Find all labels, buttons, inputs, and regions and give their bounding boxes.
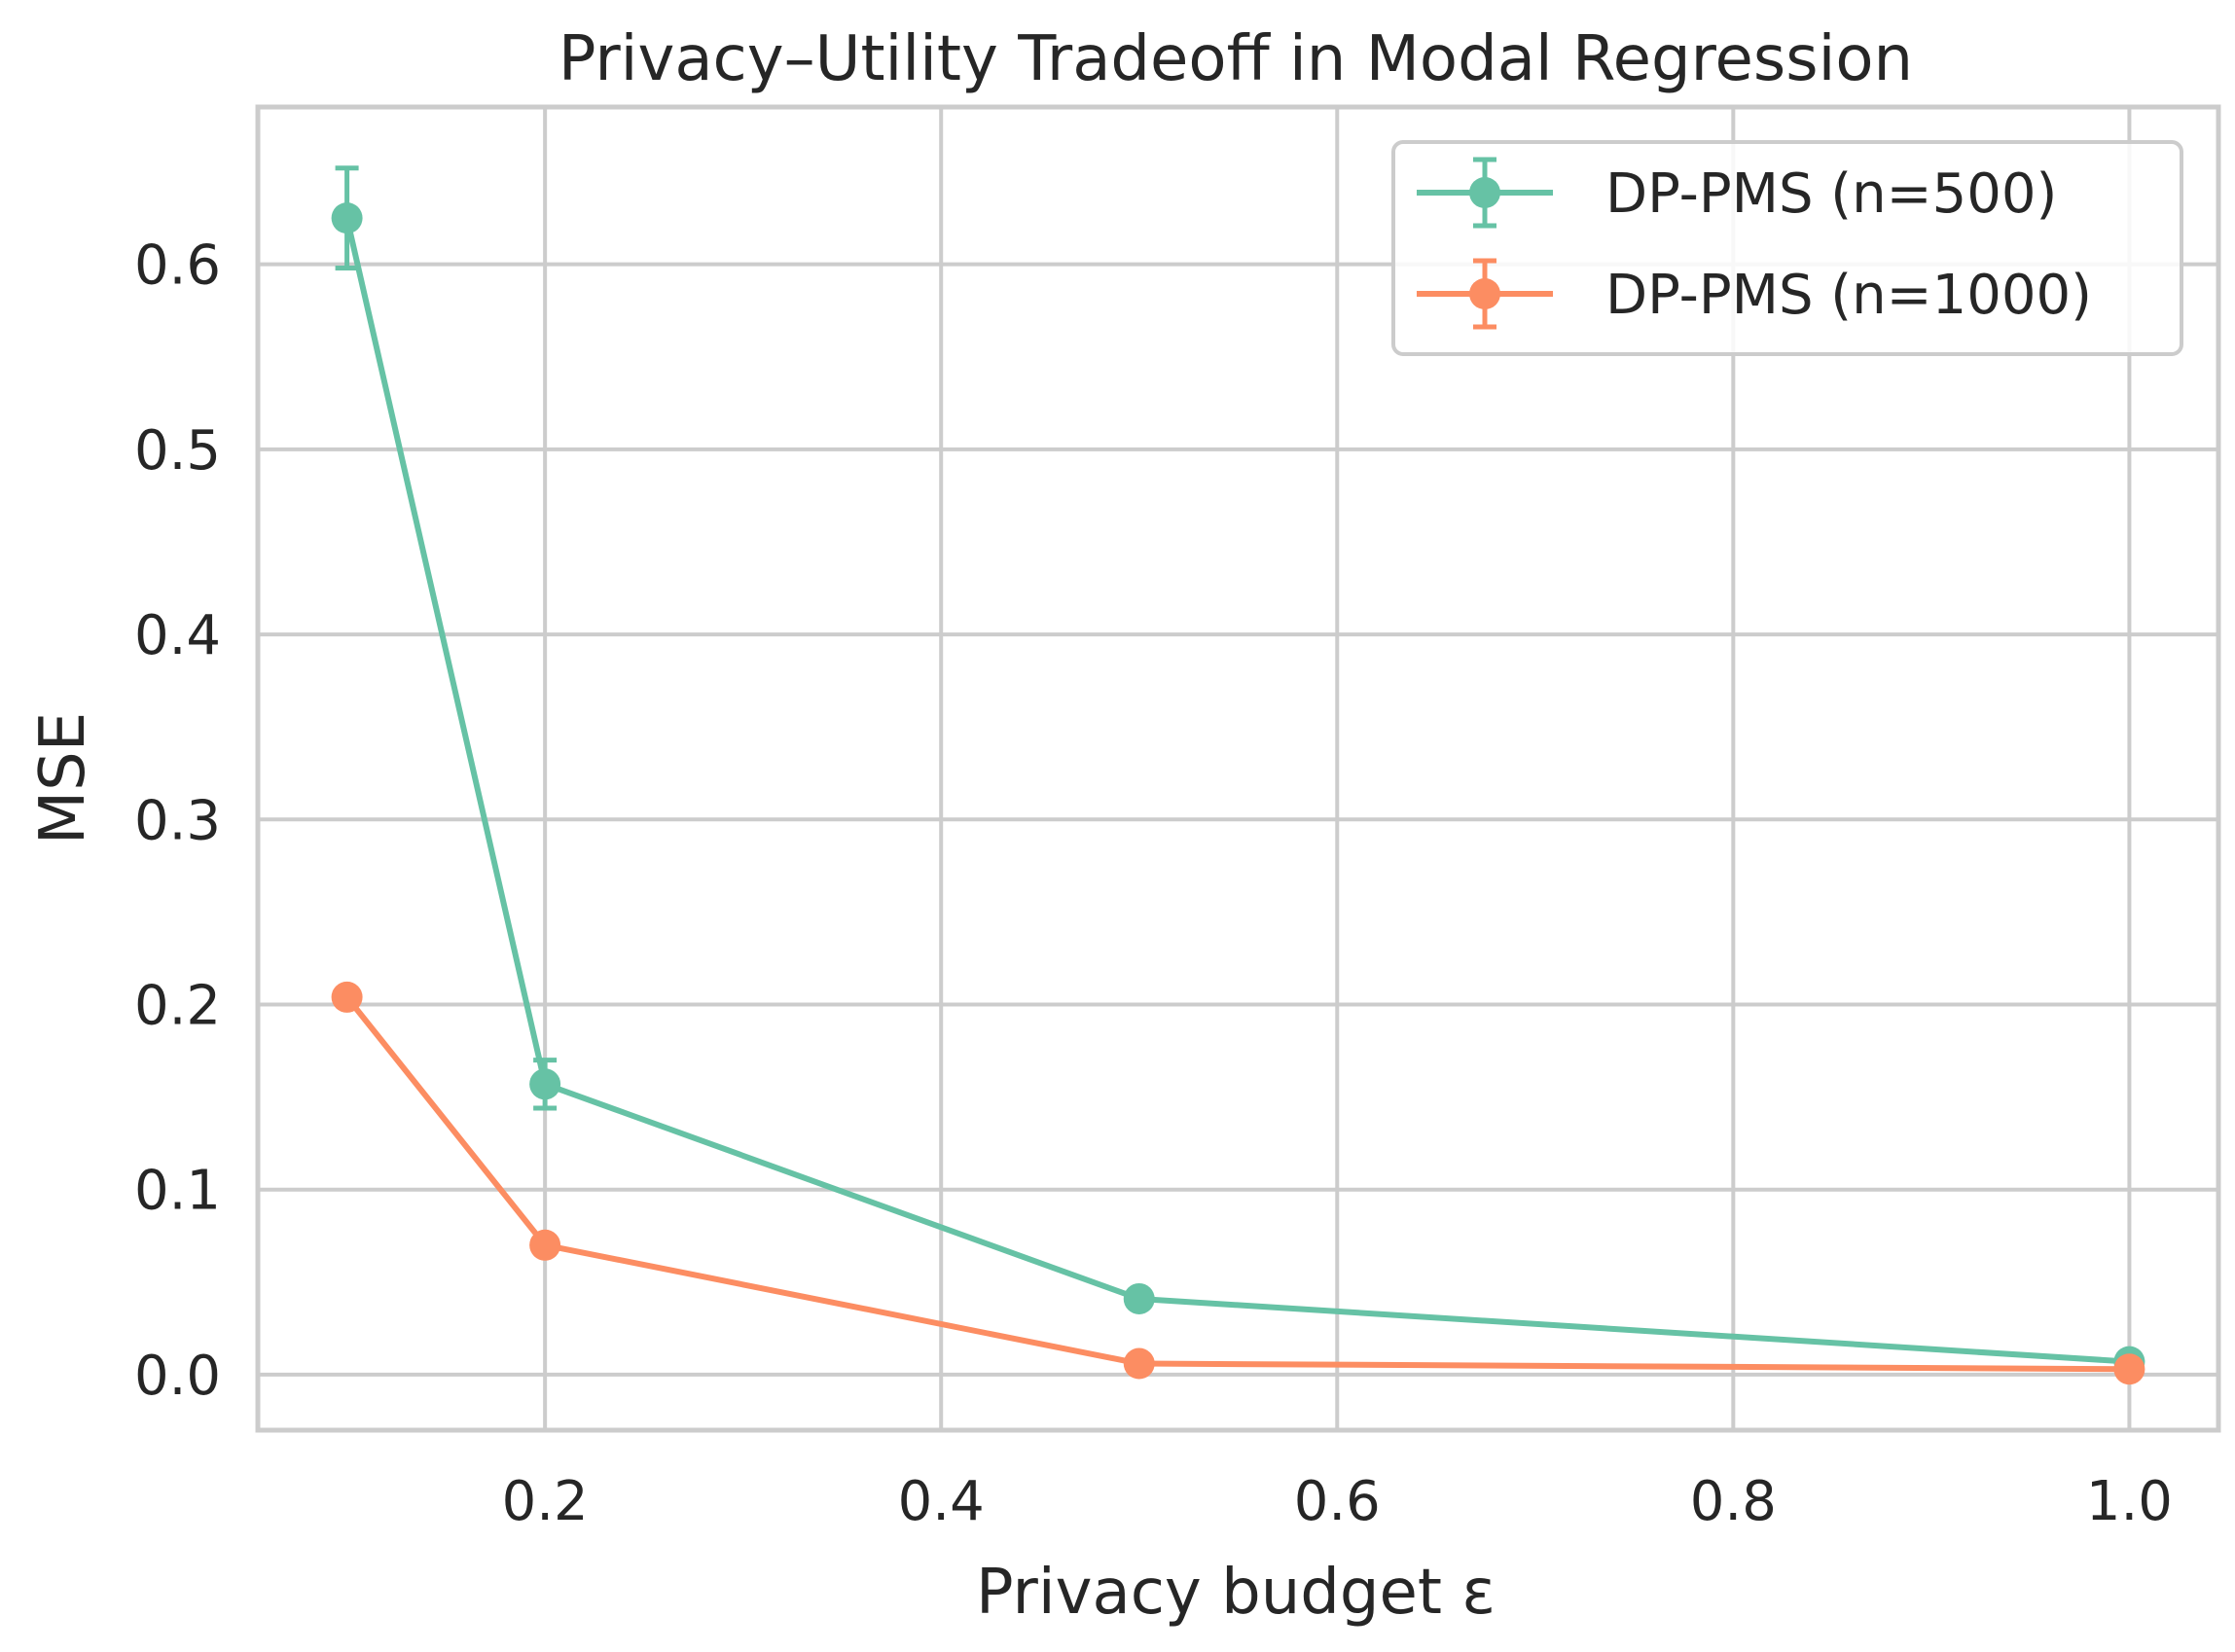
y-tick-label: 0.3 — [134, 789, 221, 852]
y-tick-label: 0.1 — [134, 1160, 221, 1223]
legend-item-1: DP-PMS (n=500) — [1417, 157, 2057, 229]
legend-label: DP-PMS (n=500) — [1605, 162, 2057, 226]
legend-box — [1391, 140, 2183, 356]
series-2 — [331, 981, 2145, 1385]
data-point — [1123, 1282, 1155, 1314]
chart-title: Privacy–Utility Tradeoff in Modal Regres… — [559, 23, 1913, 95]
series-line — [344, 995, 2130, 1373]
data-point — [529, 1229, 561, 1261]
data-point — [1123, 1347, 1155, 1380]
x-axis-label: Privacy budget ε — [976, 1557, 1496, 1629]
x-tick-label: 1.0 — [2086, 1470, 2173, 1533]
data-point — [331, 981, 363, 1013]
data-point — [2113, 1353, 2145, 1385]
y-tick-label: 0.2 — [134, 975, 221, 1038]
x-tick-label: 0.6 — [1294, 1470, 1381, 1533]
legend-item-2: DP-PMS (n=1000) — [1417, 258, 2092, 330]
y-tick-label: 0.6 — [134, 234, 221, 298]
legend-marker — [1469, 177, 1500, 208]
y-tick-label: 0.5 — [134, 419, 221, 483]
data-point — [331, 202, 363, 234]
legend-marker — [1469, 278, 1500, 309]
x-tick-label: 0.4 — [898, 1470, 985, 1533]
y-axis-label: MSE — [27, 712, 99, 844]
y-tick-label: 0.4 — [134, 604, 221, 667]
legend: DP-PMS (n=500) DP-PMS (n=1000) — [1391, 140, 2183, 356]
x-tick-labels: 0.2 0.4 0.6 0.8 1.0 — [502, 1470, 2173, 1533]
x-tick-label: 0.2 — [502, 1470, 589, 1533]
x-tick-label: 0.8 — [1690, 1470, 1777, 1533]
series-layer — [331, 165, 2145, 1385]
grid — [258, 107, 2218, 1430]
legend-label: DP-PMS (n=1000) — [1605, 264, 2092, 327]
y-tick-labels: 0.0 0.1 0.2 0.3 0.4 0.5 0.6 — [134, 234, 221, 1408]
plot-frame — [255, 104, 2221, 1433]
y-tick-label: 0.0 — [134, 1345, 221, 1408]
series-line — [343, 217, 2130, 1365]
data-point — [529, 1068, 561, 1100]
